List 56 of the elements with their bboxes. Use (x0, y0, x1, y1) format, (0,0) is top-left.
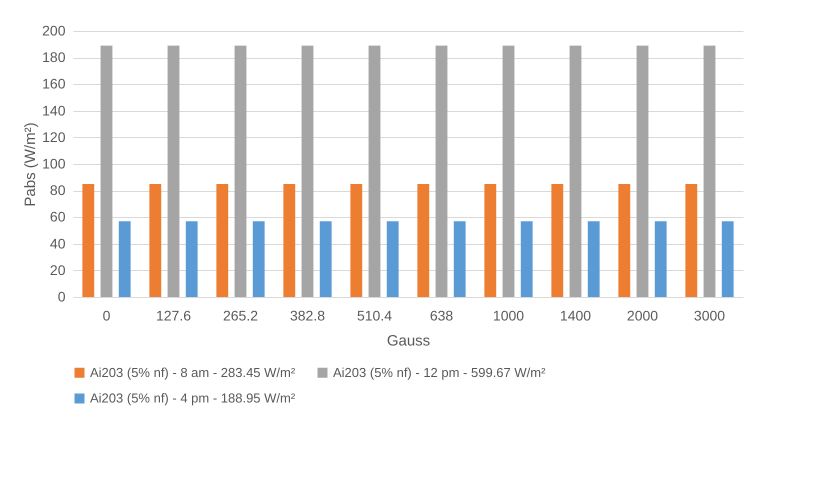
y-tick-label: 0 (58, 288, 66, 304)
y-tick-label: 160 (42, 76, 66, 92)
bar (417, 184, 430, 297)
bar (368, 46, 380, 297)
y-tick-label: 40 (50, 235, 66, 252)
bar (320, 221, 332, 297)
y-tick-label: 140 (42, 102, 66, 118)
bar (386, 221, 399, 297)
bar (168, 46, 180, 297)
bar (588, 221, 600, 297)
bar (82, 184, 94, 297)
bar (685, 184, 698, 297)
bar (283, 184, 296, 297)
bar (436, 46, 448, 297)
bar (551, 184, 564, 297)
y-tick-label: 60 (50, 208, 66, 225)
x-tick-label: 510.4 (356, 308, 392, 324)
y-axis-title: Pabs (W/m²) (22, 122, 40, 207)
bar (100, 46, 112, 297)
x-tick-label: 3000 (694, 308, 726, 324)
bar (216, 184, 228, 297)
bar (618, 184, 630, 297)
bar (484, 184, 496, 297)
y-tick-label: 80 (50, 182, 66, 198)
bar (704, 46, 716, 297)
bar (520, 221, 533, 297)
legend-label: Ai203 (5% nf) - 8 am - 283.45 W/m² (90, 364, 296, 380)
bar (149, 184, 162, 297)
y-tick-label: 100 (42, 156, 66, 172)
bar (502, 46, 514, 297)
bar (654, 221, 667, 297)
bar (570, 46, 582, 297)
legend-label: Ai203 (5% nf) - 4 pm - 188.95 W/m² (90, 390, 296, 406)
x-tick-label: 127.6 (156, 308, 192, 324)
y-tick-label: 200 (42, 22, 66, 38)
x-tick-label: 638 (430, 308, 454, 324)
bar (234, 46, 246, 297)
bar (636, 46, 648, 297)
x-tick-label: 1400 (560, 308, 592, 324)
y-tick-label: 180 (42, 49, 66, 66)
y-tick-label: 20 (50, 262, 66, 278)
bar (722, 221, 734, 297)
x-tick-label: 1000 (492, 308, 524, 324)
x-tick-label: 382.8 (290, 308, 326, 324)
bar (118, 221, 131, 297)
y-tick-label: 120 (42, 128, 66, 145)
x-axis-title: Gauss (386, 332, 430, 350)
x-tick-label: 265.2 (222, 308, 258, 324)
bar (350, 184, 362, 297)
bar (252, 221, 265, 297)
bar (454, 221, 466, 297)
x-tick-label: 0 (102, 308, 111, 324)
legend-label: Ai203 (5% nf) - 12 pm - 599.67 W/m² (333, 364, 546, 380)
bar (302, 46, 314, 297)
x-tick-label: 2000 (626, 308, 658, 324)
bar (186, 221, 198, 297)
